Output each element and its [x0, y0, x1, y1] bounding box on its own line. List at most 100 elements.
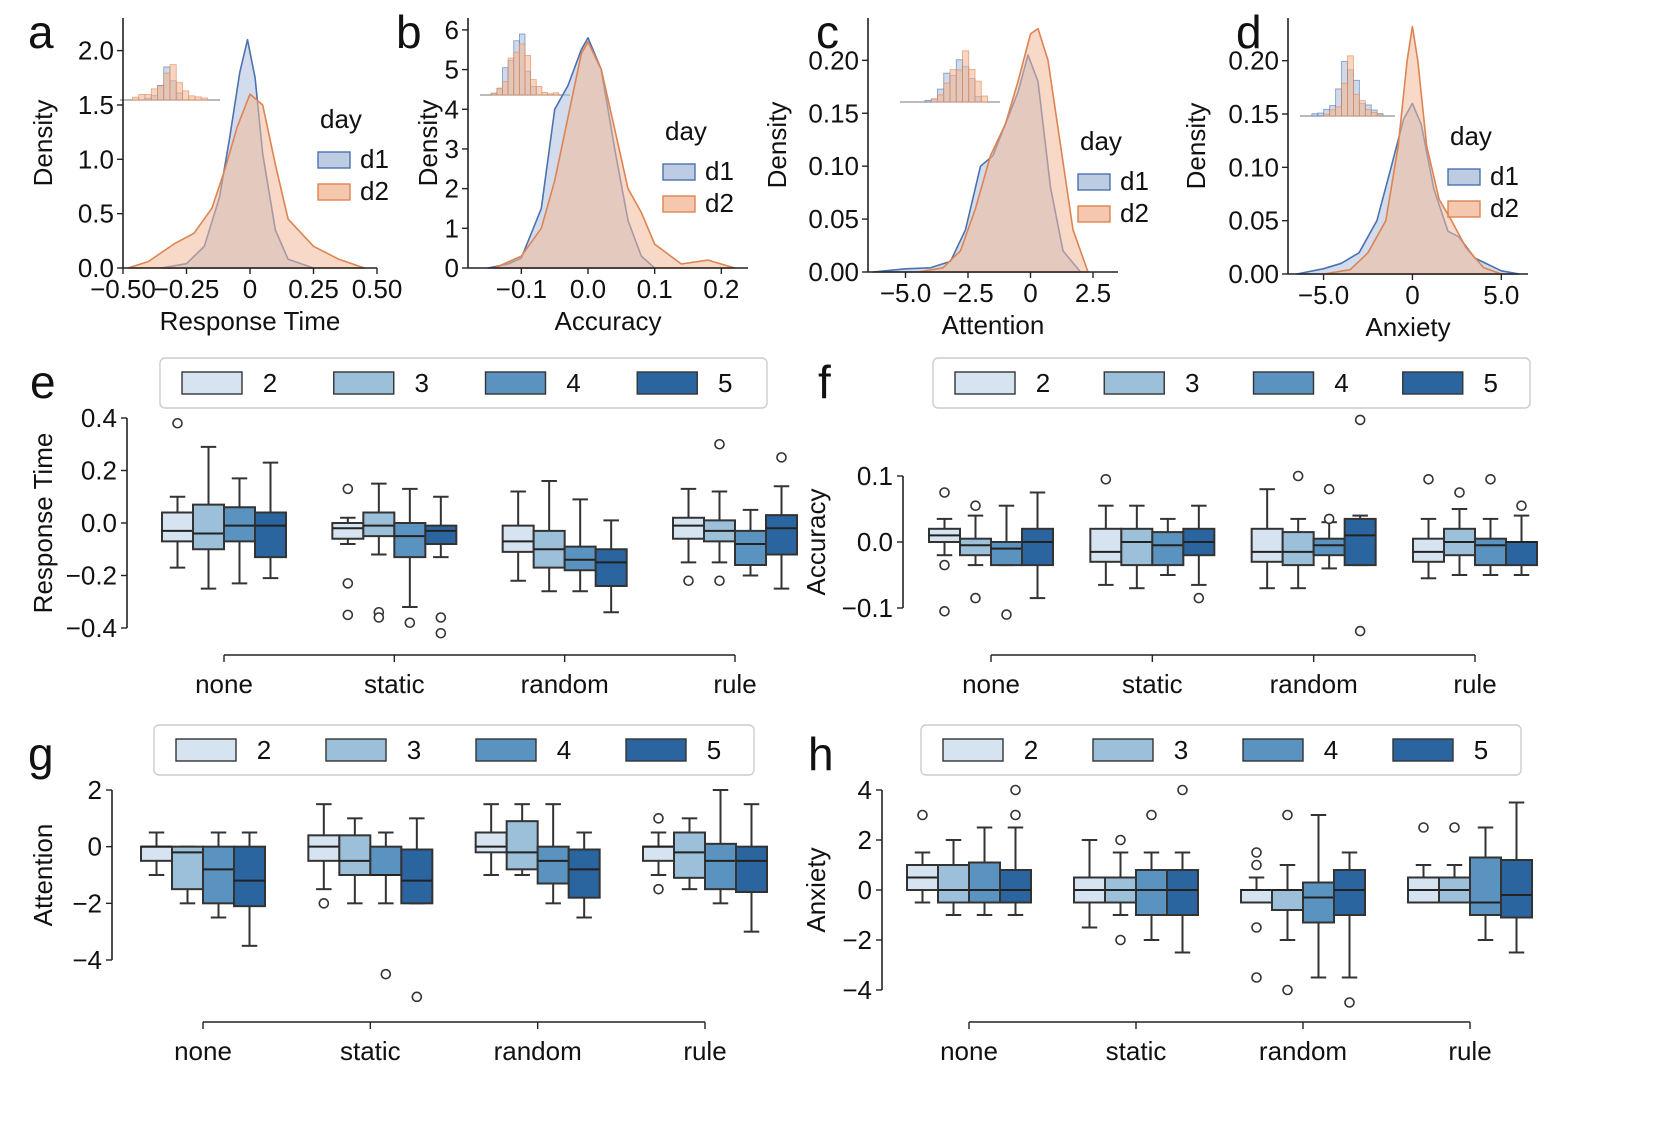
- box-static-2: [307, 803, 341, 909]
- y-axis-label: Attention: [28, 824, 58, 927]
- x-axis-label: Accuracy: [555, 306, 662, 336]
- y-tick-label: −4: [72, 945, 102, 975]
- y-tick-label: −2: [842, 925, 872, 955]
- legend-label-d2: d2: [705, 188, 734, 218]
- legend: 2 3 4 5: [153, 724, 755, 776]
- outlier-point: [917, 809, 928, 821]
- x-tick-label: 0.50: [352, 274, 403, 304]
- outlier-point: [683, 575, 694, 587]
- inset-histogram: [120, 64, 220, 101]
- box-rule-3: [1443, 487, 1476, 576]
- box-static-4: [1151, 517, 1185, 576]
- inset-histogram: [480, 33, 570, 96]
- y-tick-label: 0.0: [857, 527, 893, 557]
- panel-letter-f: f: [818, 356, 831, 408]
- outlier-point: [1100, 473, 1112, 485]
- legend-swatch-d1: [1447, 168, 1481, 186]
- box-body: [1474, 537, 1507, 567]
- legend-swatch-d2: [317, 183, 351, 201]
- y-tick-label: 0.4: [81, 403, 117, 433]
- outlier-point: [714, 575, 725, 587]
- legend-label-d1: d1: [360, 144, 389, 174]
- panel-letter-c: c: [816, 6, 839, 58]
- y-axis-label: Accuracy: [801, 489, 831, 596]
- inset-histogram-bar: [949, 69, 957, 103]
- legend-swatch-d1: [317, 151, 351, 169]
- outlier-point: [1282, 809, 1293, 821]
- inset-histogram-bar: [524, 55, 532, 96]
- y-tick-label: −0.4: [66, 613, 117, 643]
- legend-title: day: [1080, 126, 1122, 156]
- x-axis-label: Response Time: [160, 306, 341, 336]
- x-tick-label: −0.25: [154, 274, 220, 304]
- box-body: [1281, 531, 1315, 567]
- box-body: [192, 503, 225, 551]
- inset-histogram-bar: [955, 69, 963, 103]
- x-tick-label: 0.2: [703, 274, 739, 304]
- box-body: [1021, 527, 1054, 567]
- box-static-2: [331, 483, 365, 621]
- x-tick-label: −2.5: [942, 278, 993, 308]
- x-tick-label: −5.0: [880, 278, 931, 308]
- legend-label-3: 3: [1174, 735, 1188, 765]
- inset-histogram-bar: [496, 87, 503, 96]
- legend-swatch-4: [1252, 371, 1315, 395]
- box-random-2: [501, 490, 535, 582]
- outlier-point: [939, 559, 950, 571]
- box-body: [536, 845, 570, 885]
- y-tick-label: 0.00: [808, 257, 859, 287]
- panel-letter-b: b: [396, 6, 422, 58]
- outlier-point: [1516, 500, 1527, 512]
- outlier-point: [404, 617, 416, 629]
- inset-histogram-bar: [930, 98, 938, 103]
- box-none-3: [959, 500, 992, 604]
- box-random-4: [563, 498, 597, 593]
- box-none-4: [990, 504, 1023, 620]
- box-rule-3: [673, 817, 706, 891]
- box-body: [393, 522, 427, 559]
- box-body: [1166, 869, 1199, 916]
- y-tick-label: 2: [88, 775, 102, 805]
- y-tick-label: 0.0: [81, 508, 117, 538]
- legend-label-4: 4: [1324, 735, 1338, 765]
- legend-title: day: [1450, 121, 1492, 151]
- box-static-4: [369, 831, 403, 980]
- legend-label-4: 4: [1334, 368, 1348, 398]
- box-body: [254, 511, 287, 559]
- box-body: [1500, 859, 1533, 919]
- inset-histogram-bar: [535, 86, 543, 96]
- outlier-point: [380, 968, 392, 980]
- outlier-point: [435, 627, 447, 639]
- inset-histogram-bar: [974, 80, 982, 103]
- y-tick-label: −2: [72, 888, 102, 918]
- legend-label-4: 4: [566, 368, 580, 398]
- legend-label-5: 5: [707, 735, 721, 765]
- inset-histogram-bar: [924, 99, 932, 103]
- box-static-3: [362, 482, 396, 623]
- box-body: [331, 522, 365, 540]
- x-tick-label: none: [195, 669, 253, 699]
- inset-histogram-bar: [1323, 113, 1331, 117]
- legend: 2 3 4 5: [932, 357, 1531, 409]
- box-panel-h: −4 −2 0 2 4 Anxiety none static random rule 2 3 4 5 h: [801, 724, 1533, 1066]
- inset-histogram-bar: [530, 79, 537, 96]
- outlier-point: [1354, 625, 1366, 637]
- box-body: [672, 516, 705, 540]
- density-panel-a: 0.0 0.5 1.0 1.5 2.0 −0.50−0.25 0 0.25 0.50 Respon…: [28, 6, 402, 336]
- box-panel-f: −0.1 0.0 0.1 Accuracy none static random rule 2 3…: [801, 356, 1538, 699]
- legend-swatch-4: [475, 738, 537, 762]
- inset-histogram-bar: [1370, 112, 1378, 117]
- box-static-2: [1073, 839, 1106, 929]
- y-axis-label: Anxiety: [801, 847, 831, 932]
- x-axis-label: Anxiety: [1365, 312, 1450, 342]
- box-none-5: [254, 461, 287, 580]
- inset-histogram-bar: [200, 97, 208, 101]
- outlier-point: [1146, 809, 1157, 821]
- box-body: [735, 845, 768, 894]
- x-tick-label: static: [1106, 1036, 1167, 1066]
- y-tick-label: 0: [445, 253, 459, 283]
- box-body: [937, 864, 970, 904]
- y-tick-label: 0.05: [1228, 206, 1279, 236]
- box-body: [1135, 869, 1168, 916]
